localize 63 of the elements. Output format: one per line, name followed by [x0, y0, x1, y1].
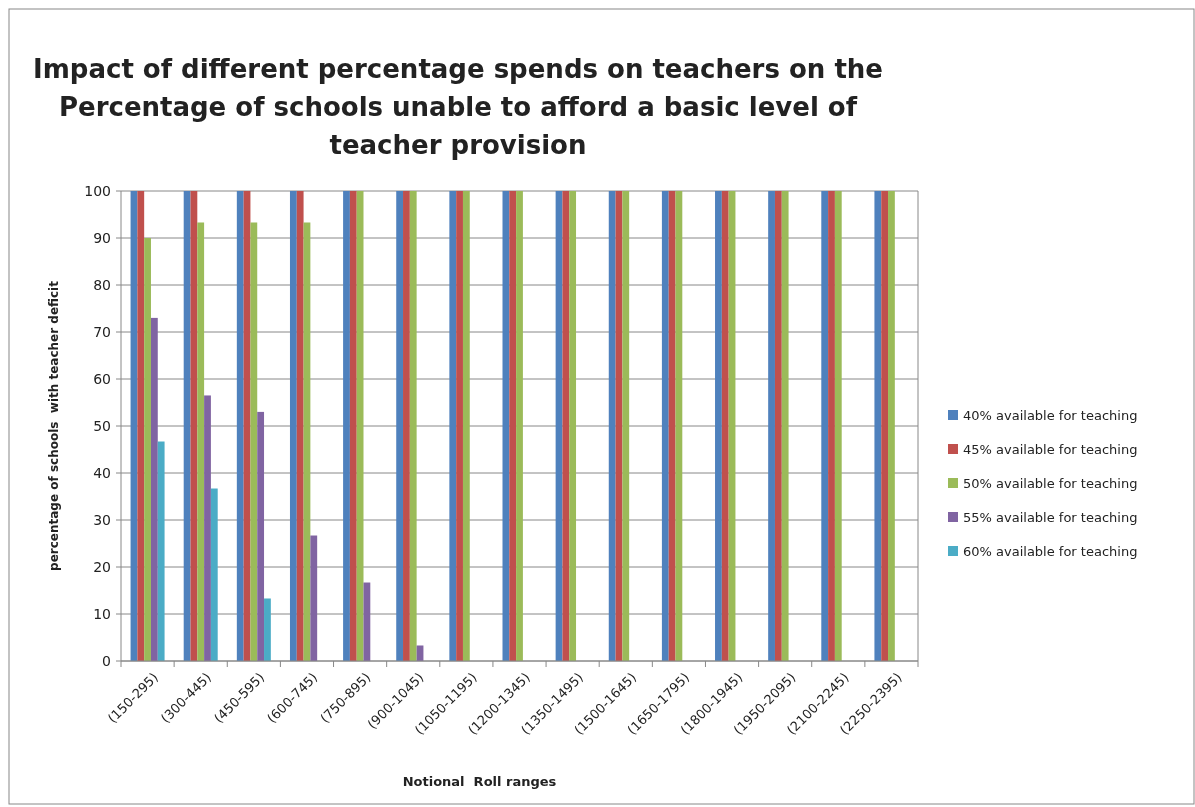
bar [661, 191, 669, 661]
bar [150, 317, 158, 661]
bar [403, 191, 410, 661]
y-tick-label: 60 [93, 370, 111, 387]
bar [204, 395, 211, 661]
bar [622, 191, 630, 661]
bar [462, 191, 470, 661]
legend-label: 60% available for teaching [963, 543, 1138, 559]
y-tick-label: 10 [93, 605, 111, 622]
bar [721, 191, 729, 661]
y-tick-label: 80 [93, 276, 111, 293]
y-tick-label: 30 [93, 511, 111, 528]
bar [768, 191, 775, 661]
y-tick-label: 50 [93, 417, 111, 434]
bar [190, 191, 198, 661]
y-tick-label: 40 [93, 464, 111, 481]
legend-label: 55% available for teaching [963, 509, 1138, 525]
bar [197, 222, 205, 661]
legend-label: 45% available for teaching [963, 441, 1138, 457]
bar [781, 191, 789, 661]
bar [569, 191, 577, 661]
bar [608, 191, 616, 661]
bar [456, 191, 463, 661]
bar [715, 191, 722, 661]
legend-label: 50% available for teaching [963, 475, 1138, 491]
bar [675, 191, 683, 661]
bar [888, 191, 895, 661]
bar [509, 191, 517, 661]
bar [409, 191, 417, 661]
bar [144, 238, 151, 661]
bar [562, 191, 570, 661]
bar [210, 488, 218, 661]
bar [874, 191, 882, 661]
bar [881, 191, 889, 661]
y-tick-label: 20 [93, 558, 111, 575]
y-tick-label: 70 [93, 323, 111, 340]
bar [289, 191, 297, 661]
bar [834, 191, 842, 661]
bar [250, 222, 258, 661]
y-tick-label: 100 [84, 182, 111, 199]
bar [502, 191, 510, 661]
y-tick-label: 0 [102, 652, 111, 669]
bar [349, 191, 357, 661]
chart-title: Impact of different percentage spends on teachers on the Percentage of schools unable to afford a basic level of teacher provision [33, 54, 883, 160]
bar [774, 191, 782, 661]
bar [396, 191, 404, 661]
bar [137, 191, 145, 661]
bar [257, 411, 265, 661]
bar [236, 191, 244, 661]
bar [343, 191, 350, 661]
bar [516, 191, 523, 661]
bar [157, 441, 165, 661]
bar [356, 191, 364, 661]
x-axis-title: Notional Roll ranges [402, 774, 557, 789]
bar [449, 191, 457, 661]
bar [821, 191, 829, 661]
bar [264, 598, 271, 661]
bar [828, 191, 835, 661]
bar [296, 191, 304, 661]
legend-label: 40% available for teaching [963, 407, 1138, 423]
y-tick-label: 90 [93, 229, 111, 246]
bar [310, 535, 318, 661]
y-axis-title: percentage of schools with teacher deficit [47, 280, 61, 571]
